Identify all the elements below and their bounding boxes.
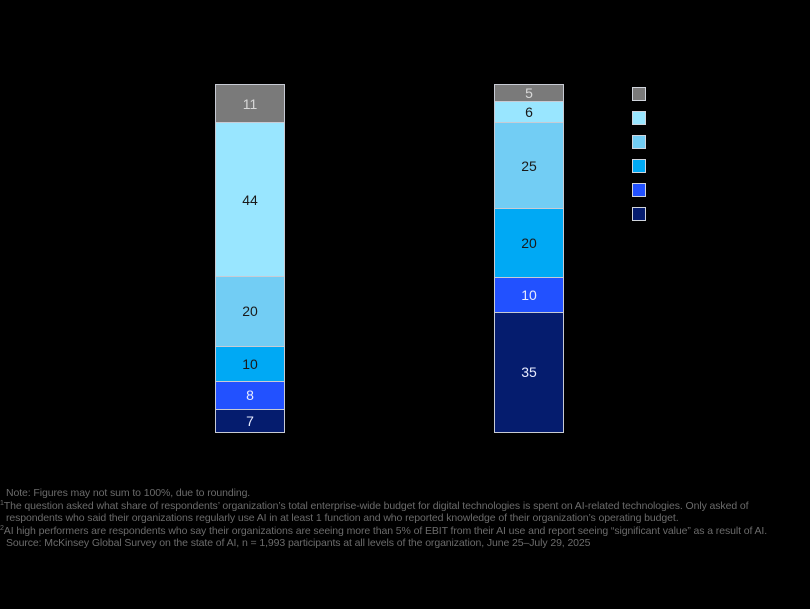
legend-swatch bbox=[632, 159, 646, 173]
bar-segment: 20 bbox=[215, 275, 285, 346]
source-note: Source: McKinsey Global Survey on the st… bbox=[6, 537, 591, 550]
bar-segment: 6 bbox=[494, 101, 564, 122]
footnote-2-text: AI high performers are respondents who s… bbox=[3, 524, 768, 537]
footnotes: Note: Figures may not sum to 100%, due t… bbox=[0, 487, 810, 550]
footnote-2: 2AI high performers are respondents who … bbox=[0, 525, 810, 538]
footnote-marker: 2 bbox=[0, 524, 4, 532]
legend-swatch bbox=[632, 207, 646, 221]
bar-segment: 8 bbox=[215, 380, 285, 409]
legend-swatch bbox=[632, 183, 646, 197]
bar-segment: 35 bbox=[494, 312, 564, 433]
bar-segment: 25 bbox=[494, 121, 564, 209]
footnote-1: 1The question asked what share of respon… bbox=[0, 500, 810, 513]
stacked-bar-2: 5 6 25 20 10 35 bbox=[494, 84, 564, 433]
bar-segment: 7 bbox=[215, 408, 285, 433]
bar-segment: 20 bbox=[494, 208, 564, 278]
stacked-bar-1: 11 44 20 10 8 7 bbox=[215, 84, 285, 433]
bar-segment: 10 bbox=[215, 345, 285, 381]
footnote-1-cont: respondents who said their organizations… bbox=[6, 512, 679, 525]
bar-segment: 5 bbox=[494, 84, 564, 102]
legend-swatch bbox=[632, 87, 646, 101]
note-rounding: Note: Figures may not sum to 100%, due t… bbox=[6, 487, 251, 499]
bar-segment: 44 bbox=[215, 122, 285, 276]
legend-swatch bbox=[632, 111, 646, 125]
bar-segment: 11 bbox=[215, 84, 285, 123]
bar-segment: 10 bbox=[494, 277, 564, 312]
footnote-1-text: The question asked what share of respond… bbox=[3, 499, 749, 512]
footnote-marker: 1 bbox=[0, 499, 4, 507]
legend-swatch bbox=[632, 135, 646, 149]
